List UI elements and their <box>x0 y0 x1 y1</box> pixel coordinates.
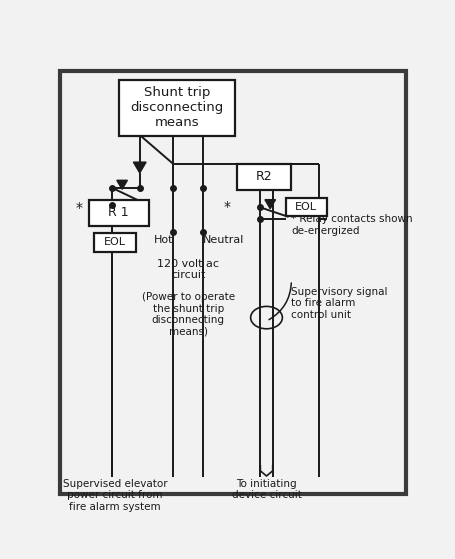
FancyBboxPatch shape <box>237 164 291 190</box>
FancyBboxPatch shape <box>94 233 136 252</box>
Text: *: * <box>223 200 230 214</box>
FancyBboxPatch shape <box>119 80 235 136</box>
Polygon shape <box>265 200 276 209</box>
Text: *: * <box>75 201 82 215</box>
Text: 120 volt ac
circuit: 120 volt ac circuit <box>157 259 219 280</box>
FancyBboxPatch shape <box>286 198 327 216</box>
Text: R2: R2 <box>256 170 273 183</box>
Polygon shape <box>117 181 127 190</box>
Text: * Relay contacts shown
de-energized: * Relay contacts shown de-energized <box>291 214 413 236</box>
Text: Supervised elevator
power circuit from
fire alarm system: Supervised elevator power circuit from f… <box>63 479 167 512</box>
Text: To initiating
device circuit: To initiating device circuit <box>232 479 302 500</box>
Text: R 1: R 1 <box>108 206 129 220</box>
Text: (Power to operate
the shunt trip
disconnecting
means): (Power to operate the shunt trip disconn… <box>142 292 235 337</box>
Text: EOL: EOL <box>104 238 126 248</box>
Polygon shape <box>133 162 146 173</box>
Text: Supervisory signal
to fire alarm
control unit: Supervisory signal to fire alarm control… <box>291 287 388 320</box>
Text: EOL: EOL <box>295 202 317 212</box>
Text: Hot: Hot <box>154 235 173 245</box>
Text: Shunt trip
disconnecting
means: Shunt trip disconnecting means <box>130 87 223 130</box>
Text: Neutral: Neutral <box>203 235 245 245</box>
FancyBboxPatch shape <box>89 200 148 226</box>
